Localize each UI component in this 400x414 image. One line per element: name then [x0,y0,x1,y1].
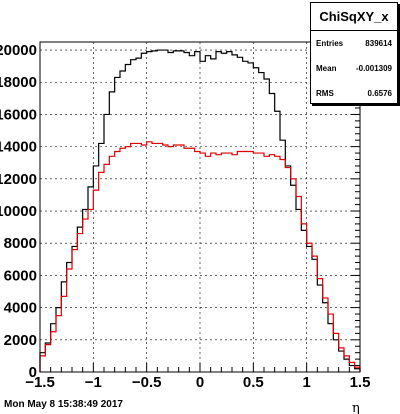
histogram-series [39,49,361,372]
stats-rms-row: RMS 0.6576 [311,81,397,106]
x-tick-label: −0.5 [132,374,162,391]
stats-entries-row: Entries 839614 [311,31,397,56]
y-tick-label: 12000 [0,171,37,188]
x-axis-label: η [352,401,360,414]
y-tick-label: 8000 [4,235,37,252]
grid-lines [40,42,360,372]
x-tick-label: −1 [85,374,102,391]
y-tick-labels: 0 2000 4000 6000 8000 10000 12000 14000 16000 180… [0,42,37,381]
canvas-timestamp: Mon May 8 15:38:49 2017 [4,399,123,410]
y-tick-label: 16000 [0,106,37,123]
histogram-series-0 [39,49,361,372]
y-tick-label: 14000 [0,139,37,156]
y-tick-label: 2000 [4,332,37,349]
x-tick-label: 1 [302,374,310,391]
y-tick-label: 4000 [4,300,37,317]
stats-mean-row: Mean -0.001309 [311,56,397,81]
stats-rms-label: RMS [316,89,334,98]
stats-title: ChiSqXY_x [311,3,397,31]
y-tick-label: 20000 [0,42,37,59]
y-tick-label: 18000 [0,74,37,91]
histogram-series-1 [39,141,361,372]
stats-mean-value: -0.001309 [355,64,392,73]
x-tick-label: 0.5 [243,374,264,391]
y-tick-label: 6000 [4,267,37,284]
x-tick-label: −1.5 [25,374,55,391]
y-tick-label: 10000 [0,203,37,220]
y-tick-label: 0 [29,364,37,381]
stats-box: ChiSqXY_x Entries 839614 Mean -0.001309 … [310,2,398,104]
stats-entries-label: Entries [316,39,344,48]
stats-entries-value: 839614 [365,39,392,48]
x-tick-labels: −1.5 −1 −0.5 0 0.5 1 1.5 [25,374,370,391]
x-tick-label: 1.5 [350,374,371,391]
stats-mean-label: Mean [316,64,337,73]
stats-rms-value: 0.6576 [367,89,392,98]
x-tick-label: 0 [196,374,204,391]
